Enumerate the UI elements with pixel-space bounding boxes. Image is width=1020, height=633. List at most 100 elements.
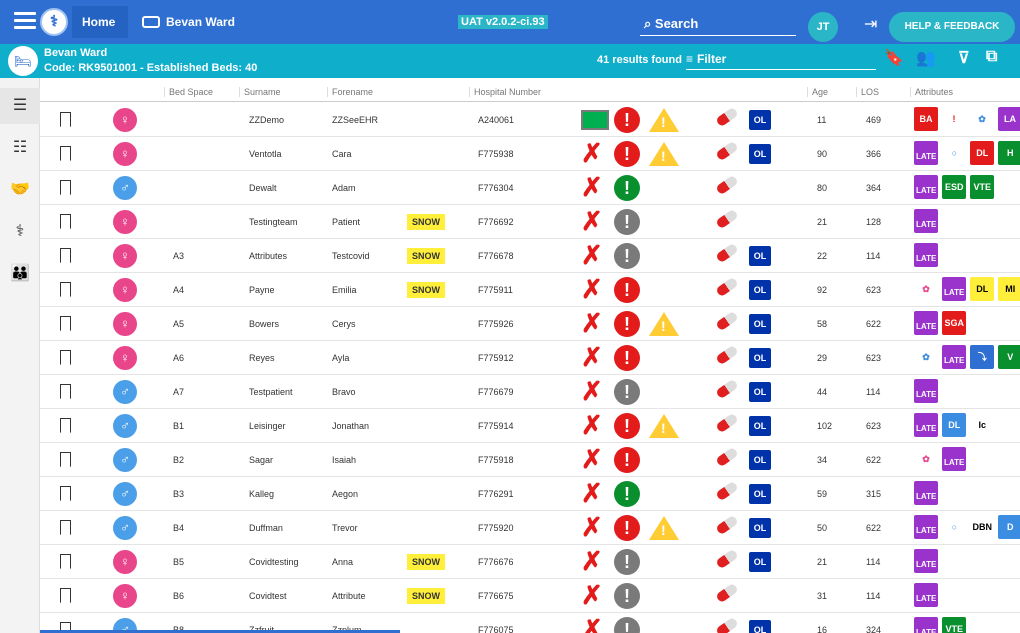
attribute-badge[interactable]: VTE — [970, 175, 995, 199]
ol-badge[interactable]: OL — [749, 518, 771, 538]
attribute-badge[interactable]: LATE — [914, 311, 939, 335]
bookmark-icon[interactable] — [60, 588, 71, 603]
bookmark-icon[interactable] — [60, 384, 71, 399]
column-hospital-number[interactable]: Hospital Number — [469, 87, 541, 97]
bookmark-icon[interactable] — [60, 282, 71, 297]
medication-icon[interactable] — [715, 174, 739, 196]
breadcrumb-ward[interactable]: Bevan Ward — [128, 6, 261, 38]
attribute-badge[interactable]: ⤵ — [970, 345, 995, 369]
attribute-badge[interactable]: DBN — [970, 515, 995, 539]
bookmark-icon[interactable] — [60, 248, 71, 263]
attribute-badge[interactable]: ✿ — [914, 277, 938, 301]
attribute-badge[interactable]: LATE — [914, 549, 939, 573]
attribute-badge[interactable]: LATE — [914, 583, 939, 607]
search-input[interactable]: ⌕ Search — [640, 12, 796, 36]
bookmark-icon[interactable] — [60, 622, 71, 633]
add-user-icon[interactable]: 👥 — [916, 50, 936, 67]
bookmark-icon[interactable] — [60, 520, 71, 535]
ol-badge[interactable]: OL — [749, 484, 771, 504]
attribute-badge[interactable]: LATE — [914, 209, 939, 233]
filter-input[interactable]: Filter — [686, 50, 876, 70]
attribute-badge[interactable]: LATE — [914, 243, 939, 267]
ol-badge[interactable]: OL — [749, 110, 771, 130]
column-bed-space[interactable]: Bed Space — [164, 87, 213, 97]
attribute-badge[interactable]: LATE — [914, 617, 939, 633]
user-avatar[interactable]: JT — [808, 12, 838, 42]
attribute-badge[interactable]: LATE — [942, 277, 967, 301]
column-age[interactable]: Age — [807, 87, 828, 97]
table-row[interactable]: ♂ B3 Kalleg Aegon F776291 59 315 ✗! OL LATE — [40, 477, 1020, 511]
bookmark-icon[interactable] — [60, 452, 71, 467]
medication-icon[interactable] — [715, 582, 739, 604]
medication-icon[interactable] — [715, 242, 739, 264]
medication-icon[interactable] — [715, 344, 739, 366]
attribute-badge[interactable]: ○ — [942, 515, 967, 539]
attribute-badge[interactable]: LATE — [914, 175, 939, 199]
team-icon[interactable]: 👪 — [10, 265, 30, 282]
attribute-badge[interactable]: DL — [970, 141, 995, 165]
medication-icon[interactable] — [715, 140, 739, 162]
ol-badge[interactable]: OL — [749, 620, 771, 633]
attribute-badge[interactable]: LATE — [914, 379, 939, 403]
attribute-badge[interactable]: V — [998, 345, 1020, 369]
medication-icon[interactable] — [715, 616, 739, 633]
column-surname[interactable]: Surname — [239, 87, 281, 97]
table-row[interactable]: ♀ A6 Reyes Ayla F775912 29 623 ✗! OL ✿ LATE ⤵ V — [40, 341, 1020, 375]
attribute-badge[interactable]: H — [998, 141, 1020, 165]
table-row[interactable]: ♂ B8 Zzfruit Zzplum F776075 16 324 ✗! OL LATE VTE — [40, 613, 1020, 633]
column-forename[interactable]: Forename — [327, 87, 373, 97]
attribute-badge[interactable]: LATE — [942, 345, 967, 369]
ol-badge[interactable]: OL — [749, 280, 771, 300]
stethoscope-icon[interactable]: ⚕ — [15, 223, 25, 240]
table-row[interactable]: ♂ B1 Leisinger Jonathan F775914 102 623 ✗!! OL LA… — [40, 409, 1020, 443]
bookmark-icon[interactable]: 🔖 — [884, 50, 904, 67]
attribute-badge[interactable]: ○ — [942, 141, 967, 165]
attribute-badge[interactable]: ✿ — [914, 345, 938, 369]
attribute-badge[interactable]: BA — [914, 107, 938, 131]
medication-icon[interactable] — [715, 412, 739, 434]
attribute-badge[interactable]: ! — [942, 107, 966, 131]
table-row[interactable]: ♀ ZZDemo ZZSeeEHR A240061 11 469!! OL BA! ✿ LA — [40, 103, 1020, 137]
attribute-badge[interactable]: D — [998, 515, 1020, 539]
list-view-icon[interactable]: ☰ — [0, 88, 40, 124]
add-filter-icon[interactable]: ⊽ — [958, 50, 970, 67]
bookmark-icon[interactable] — [60, 214, 71, 229]
attribute-badge[interactable]: LATE — [914, 413, 939, 437]
column-los[interactable]: LOS — [856, 87, 879, 97]
table-row[interactable]: ♀ B6 Covidtest Attribute F776675 31 114 SNOW ✗! L… — [40, 579, 1020, 613]
logout-icon[interactable]: ⇥ — [864, 16, 878, 33]
table-row[interactable]: ♂ B2 Sagar Isaiah F775918 34 622 ✗! OL ✿ LATE — [40, 443, 1020, 477]
checklist-icon[interactable]: ☷ — [12, 139, 28, 156]
menu-icon[interactable] — [14, 12, 36, 30]
medication-icon[interactable] — [715, 310, 739, 332]
ol-badge[interactable]: OL — [749, 552, 771, 572]
attribute-badge[interactable]: ✿ — [970, 107, 994, 131]
table-row[interactable]: ♀ Ventotla Cara F775938 90 366 ✗!! OL LATE ○ DL H — [40, 137, 1020, 171]
help-feedback-button[interactable]: HELP & FEEDBACK — [889, 12, 1015, 42]
attribute-badge[interactable]: ✿ — [914, 447, 938, 471]
column-attributes[interactable]: Attributes — [910, 87, 953, 97]
table-row[interactable]: ♀ A5 Bowers Cerys F775926 58 622 ✗!! OL LATE SGA — [40, 307, 1020, 341]
bookmark-icon[interactable] — [60, 554, 71, 569]
bookmark-icon[interactable] — [60, 180, 71, 195]
ol-badge[interactable]: OL — [749, 416, 771, 436]
attribute-badge[interactable]: MI — [998, 277, 1020, 301]
medication-icon[interactable] — [715, 276, 739, 298]
attribute-badge[interactable]: LA — [998, 107, 1020, 131]
table-row[interactable]: ♀ A3 Attributes Testcovid F776678 22 114 SNOW ✗!… — [40, 239, 1020, 273]
medication-icon[interactable] — [715, 208, 739, 230]
ol-badge[interactable]: OL — [749, 144, 771, 164]
attribute-badge[interactable]: LATE — [914, 515, 939, 539]
attribute-badge[interactable]: LATE — [942, 447, 967, 471]
attribute-badge[interactable]: DL — [970, 277, 995, 301]
attribute-badge[interactable]: LATE — [914, 481, 939, 505]
bookmark-icon[interactable] — [60, 146, 71, 161]
breadcrumb-home[interactable]: Home — [72, 6, 136, 38]
bookmark-icon[interactable] — [60, 112, 71, 127]
bookmark-icon[interactable] — [60, 486, 71, 501]
table-row[interactable]: ♂ A7 Testpatient Bravo F776679 44 114 ✗! OL LATE — [40, 375, 1020, 409]
table-row[interactable]: ♂ Dewalt Adam F776304 80 364 ✗! LATE ESD VTE — [40, 171, 1020, 205]
horizontal-scrollbar[interactable] — [40, 630, 400, 633]
bookmark-icon[interactable] — [60, 316, 71, 331]
attribute-badge[interactable]: SGA — [942, 311, 967, 335]
